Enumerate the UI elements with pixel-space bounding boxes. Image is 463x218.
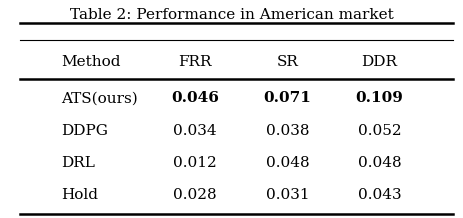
Text: 0.052: 0.052 [357, 124, 400, 138]
Text: Method: Method [61, 55, 120, 69]
Text: SR: SR [276, 55, 298, 69]
Text: 0.043: 0.043 [357, 188, 400, 202]
Text: Table 2: Performance in American market: Table 2: Performance in American market [70, 8, 393, 22]
Text: 0.048: 0.048 [265, 156, 308, 170]
Text: 0.046: 0.046 [171, 91, 219, 105]
Text: 0.048: 0.048 [357, 156, 400, 170]
Text: 0.028: 0.028 [173, 188, 216, 202]
Text: 0.031: 0.031 [265, 188, 308, 202]
Text: 0.012: 0.012 [173, 156, 217, 170]
Text: DRL: DRL [61, 156, 95, 170]
Text: Hold: Hold [61, 188, 98, 202]
Text: 0.034: 0.034 [173, 124, 216, 138]
Text: DDPG: DDPG [61, 124, 108, 138]
Text: 0.038: 0.038 [265, 124, 308, 138]
Text: ATS(ours): ATS(ours) [61, 91, 138, 105]
Text: 0.071: 0.071 [263, 91, 311, 105]
Text: DDR: DDR [361, 55, 397, 69]
Text: 0.109: 0.109 [355, 91, 403, 105]
Text: FRR: FRR [178, 55, 212, 69]
